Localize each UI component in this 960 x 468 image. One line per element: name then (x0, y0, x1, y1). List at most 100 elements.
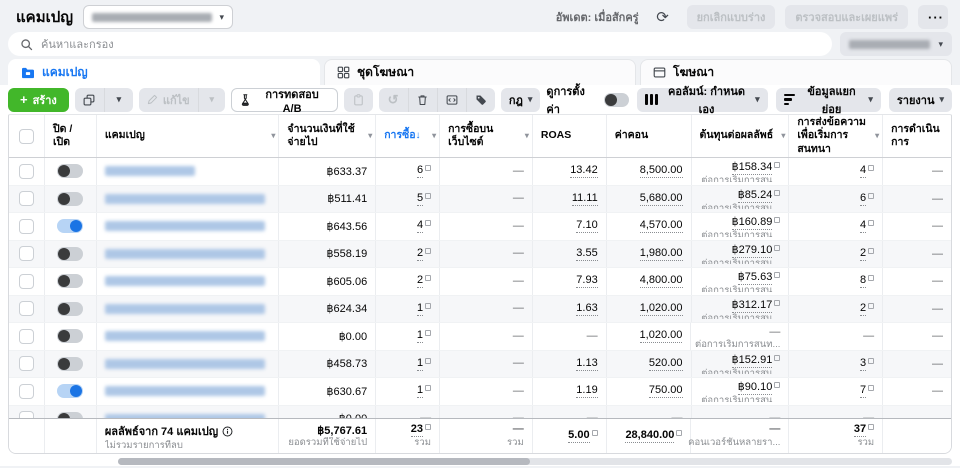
select-all-checkbox[interactable] (18, 128, 34, 144)
conv-value: 8,500.00 (639, 164, 683, 179)
col-purchases[interactable]: การซื้อ↓ (376, 115, 441, 157)
campaign-name-cell[interactable] (97, 185, 280, 212)
ab-test-button[interactable]: การทดสอบ A/B (230, 87, 338, 115)
web-purchases-value: — (512, 274, 524, 287)
inspect-button[interactable] (436, 87, 466, 112)
attribution-icon (868, 357, 875, 364)
row-checkbox[interactable] (18, 191, 34, 207)
messaging-value: — (863, 412, 874, 418)
col-onoff[interactable]: ปิด / เปิด (45, 115, 97, 157)
blurred-account-name (92, 12, 212, 22)
col-spent[interactable]: จำนวนเงินที่ใช้จ่ายไป (279, 115, 377, 157)
col-web-purchases[interactable]: การซื้อบนเว็บไซต์ (440, 115, 533, 157)
campaign-name-cell[interactable] (97, 213, 280, 240)
view-setup-toggle[interactable] (604, 92, 629, 107)
more-options-button[interactable]: ··· (918, 5, 948, 29)
plus-icon: + (20, 92, 28, 107)
blurred-campaign-name (104, 413, 265, 418)
action-value: — (931, 385, 943, 398)
chevron-down-icon: ▾ (939, 94, 944, 104)
campaign-name-cell[interactable] (97, 378, 280, 405)
row-checkbox[interactable] (18, 356, 34, 372)
row-checkbox[interactable] (18, 383, 34, 399)
review-publish-button[interactable]: ตรวจสอบและเผยแพร่ (785, 5, 908, 29)
pencil-icon (147, 94, 158, 105)
create-button[interactable]: + สร้าง (8, 87, 69, 112)
campaign-name-cell[interactable] (97, 405, 280, 418)
row-checkbox[interactable] (18, 218, 34, 234)
undo-button[interactable]: ↺ (378, 87, 408, 112)
pin-button[interactable] (343, 87, 373, 112)
col-campaign[interactable]: แคมเปญ (97, 115, 280, 157)
row-checkbox[interactable] (18, 246, 34, 262)
row-checkbox[interactable] (18, 328, 34, 344)
campaign-name-cell[interactable] (97, 240, 280, 267)
col-roas[interactable]: ROAS (533, 115, 607, 157)
account-menu-dropdown[interactable]: ▾ (840, 32, 952, 56)
campaign-toggle[interactable] (57, 301, 84, 316)
search-input[interactable]: ค้นหาและกรอง (8, 32, 832, 56)
campaign-name-cell[interactable] (97, 268, 280, 295)
tab-ads[interactable]: โฆษณา (640, 59, 952, 85)
discard-drafts-button[interactable]: ยกเลิกแบบร่าง (686, 5, 776, 29)
footer-messaging-sub: รวม (857, 437, 875, 449)
campaign-toggle[interactable] (57, 384, 84, 399)
duplicate-button[interactable] (74, 87, 104, 112)
attribution-icon (774, 244, 781, 251)
tag-button[interactable] (465, 87, 495, 112)
report-button[interactable]: รายงาน ▾ (888, 87, 952, 112)
cost-subtitle: ต่อการเริ่มการสน... (701, 175, 781, 182)
campaigns-panel: + สร้าง ▾ แก้ไข ▾ (0, 85, 960, 466)
tab-campaigns[interactable]: แคมเปญ (8, 59, 320, 85)
rules-label: กฎ (508, 94, 523, 107)
edit-button[interactable]: แก้ไข (138, 87, 198, 112)
campaign-toggle[interactable] (57, 329, 84, 344)
campaign-toggle[interactable] (57, 191, 84, 206)
footer-spent: ฿5,767.61 ยอดรวมที่ใช้จ่ายไป (279, 419, 377, 453)
campaign-toggle[interactable] (57, 274, 84, 289)
table-row: ฿630.67 1 — 1.19 750.00 ฿90.10 ต่อการเริ่มการส… (9, 378, 951, 406)
blurred-campaign-name (104, 358, 265, 369)
rules-button[interactable]: กฎ ▾ (500, 87, 541, 112)
roas-value: 13.42 (570, 164, 598, 179)
col-cost-per-result[interactable]: ต้นทุนต่อผลลัพธ์ (692, 115, 790, 157)
campaign-toggle[interactable] (57, 164, 84, 179)
horizontal-scrollbar (8, 458, 952, 466)
breakdown-button[interactable]: ข้อมูลแยกย่อย ▾ (775, 86, 881, 116)
campaign-name-cell[interactable] (97, 350, 280, 377)
edit-caret-button[interactable]: ▾ (197, 87, 225, 112)
campaign-toggle[interactable] (57, 246, 84, 261)
campaign-toggle[interactable] (57, 356, 84, 371)
campaign-name-cell[interactable] (97, 295, 280, 322)
scrollbar-thumb[interactable] (118, 458, 530, 465)
messaging-value: 7 (860, 384, 867, 399)
campaign-name-cell[interactable] (97, 158, 280, 185)
col-action[interactable]: การดำเนินการ (891, 122, 940, 148)
row-checkbox[interactable] (18, 273, 34, 289)
conv-value: 520.00 (648, 357, 683, 371)
purchases-value: 5 (416, 192, 424, 206)
adset-grid-icon (337, 66, 350, 79)
web-purchases-value: — (512, 329, 524, 342)
row-checkbox[interactable] (18, 411, 34, 418)
campaign-name-cell[interactable] (97, 323, 280, 350)
col-messaging[interactable]: การส่งข้อความเพื่อเริ่มการสนทนา (789, 115, 884, 157)
campaign-selector-dropdown[interactable]: ▾ (83, 5, 234, 29)
tab-adsets[interactable]: ชุดโฆษณา (324, 59, 636, 85)
chevron-down-icon: ▾ (209, 94, 215, 104)
scrollbar-track[interactable] (118, 458, 952, 465)
row-checkbox[interactable] (18, 301, 34, 317)
campaign-toggle[interactable] (57, 219, 84, 234)
delete-button[interactable] (407, 87, 437, 112)
blurred-campaign-name (104, 248, 265, 259)
col-conv[interactable]: ค่าคอน (607, 115, 692, 157)
conv-value: 1,980.00 (639, 247, 683, 261)
duplicate-caret-button[interactable]: ▾ (103, 87, 133, 112)
campaign-toggle[interactable] (57, 411, 84, 418)
refresh-icon[interactable]: ⟳ (649, 5, 677, 29)
row-checkbox[interactable] (18, 163, 34, 179)
conv-value: 750.00 (648, 384, 683, 399)
info-icon[interactable] (222, 426, 233, 437)
columns-button[interactable]: คอลัมน์: กำหนดเอง ▾ (636, 86, 768, 116)
attribution-icon (425, 275, 432, 282)
